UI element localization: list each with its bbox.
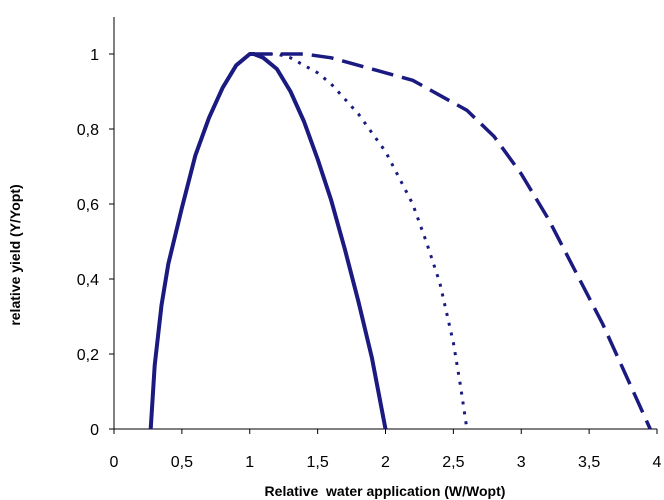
y-tick-label: 0 <box>90 422 99 439</box>
x-tick-label: 2,5 <box>442 454 464 471</box>
x-tick-label: 3,5 <box>578 454 600 471</box>
y-tick-label: 0,6 <box>77 197 99 214</box>
x-axis-title: Relative water application (W/Wopt) <box>265 483 506 499</box>
series-layer <box>148 52 652 430</box>
x-tick-label: 2 <box>381 454 390 471</box>
x-tick-label: 0 <box>110 454 119 471</box>
x-tick-label: 1,5 <box>307 454 329 471</box>
x-tick-label: 4 <box>653 454 662 471</box>
series-line-dashed <box>249 52 652 430</box>
y-tick-label: 0,2 <box>77 347 99 364</box>
series-line-dotted <box>249 52 469 430</box>
series-line-solid <box>148 52 388 430</box>
x-tick-label: 1 <box>245 454 254 471</box>
x-tick-label: 3 <box>517 454 526 471</box>
axes <box>109 17 658 434</box>
y-tick-label: 0,4 <box>77 272 99 289</box>
y-tick-label: 1 <box>90 47 99 64</box>
y-axis-title: relative yield (Y/Yopt) <box>7 184 23 325</box>
x-tick-label: 0,5 <box>171 454 193 471</box>
tick-labels: 0 0,5 1 1,5 2 2,5 3 3,5 4 0 0,2 0,4 0,6 0,8 1 <box>77 47 662 471</box>
y-tick-label: 0,8 <box>77 122 99 139</box>
